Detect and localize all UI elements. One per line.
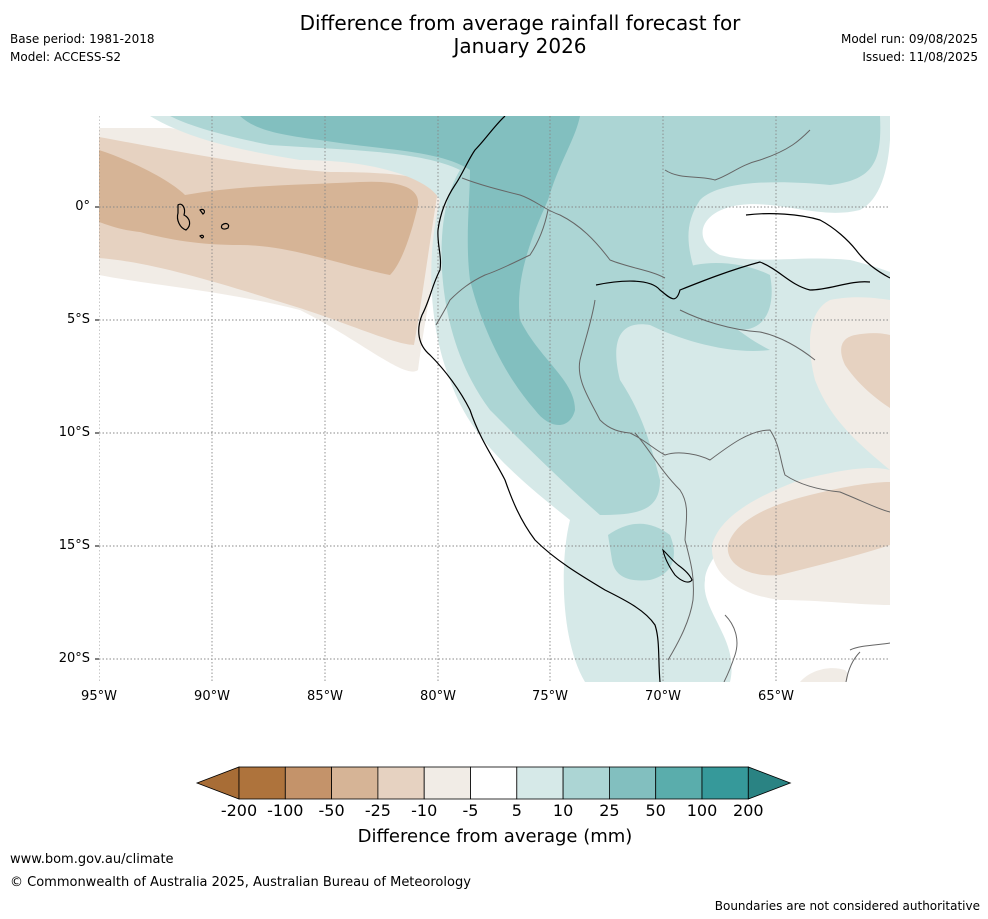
galapagos-islands — [176, 203, 230, 239]
country-borders — [435, 129, 890, 682]
lon-label-65w: 65°W — [758, 689, 794, 704]
axis-ticks — [95, 206, 99, 660]
lon-label-85w: 85°W — [307, 689, 343, 704]
chart-title: Difference from average rainfall forecas… — [250, 12, 790, 58]
meta-right: Model run: 09/08/2025 Issued: 11/08/2025 — [841, 30, 978, 66]
footer-disclaimer: Boundaries are not considered authoritat… — [714, 899, 980, 913]
colorbar-cell — [562, 766, 610, 800]
colorbar-cell — [377, 766, 425, 800]
wet-anomaly-mid-east — [680, 263, 772, 330]
colorbar-tick-label: 100 — [686, 801, 718, 820]
base-period-text: Base period: 1981-2018 — [10, 32, 155, 46]
colorbar-tick-label: 25 — [599, 801, 620, 820]
lon-label-75w: 75°W — [532, 689, 568, 704]
colorbar-tick-label: 5 — [511, 801, 522, 820]
lat-label-0: 0° — [75, 199, 90, 214]
colorbar-cells — [195, 766, 792, 800]
wet-anomaly-south — [608, 523, 674, 581]
colorbar-tick-label: 50 — [645, 801, 666, 820]
colorbar-tick-label: -50 — [318, 801, 345, 820]
colorbar-tick-label: -10 — [411, 801, 438, 820]
lat-label-5s: 5°S — [66, 312, 90, 327]
lon-label-70w: 70°W — [645, 689, 681, 704]
colorbar-cell — [423, 766, 471, 800]
colorbar-cell — [701, 766, 749, 800]
colorbar-cell — [609, 766, 657, 800]
lat-label-20s: 20°S — [58, 651, 90, 666]
lake-titicaca — [662, 548, 693, 583]
model-text: Model: ACCESS-S2 — [10, 50, 122, 64]
land-dry-anomaly-inner — [727, 482, 890, 576]
lat-label-10s: 10°S — [58, 425, 90, 440]
colorbar-tick-label: -5 — [462, 801, 479, 820]
colorbar-cell — [331, 766, 379, 800]
graticule — [99, 116, 890, 682]
colorbar-cell — [655, 766, 703, 800]
footer-copyright: © Commonwealth of Australia 2025, Austra… — [10, 875, 471, 890]
model-run-text: Model run: 09/08/2025 — [840, 32, 978, 46]
far-south-dry-anomaly — [800, 668, 849, 682]
footer-url: www.bom.gov.au/climate — [10, 852, 174, 867]
lat-label-15s: 15°S — [58, 538, 90, 553]
issued-text: Issued: 11/08/2025 — [862, 50, 978, 64]
colorbar-cell — [238, 766, 286, 800]
colorbar-cell — [284, 766, 332, 800]
title-line-2: January 2026 — [453, 34, 587, 58]
east-dry-anomaly-inner — [841, 333, 890, 408]
colorbar-arrow-high — [747, 766, 792, 800]
colorbar-tick-label: 200 — [733, 801, 764, 820]
amazon-coast — [595, 213, 890, 300]
colorbar-tick-label: -200 — [220, 801, 258, 820]
colorbar-tick-label: -100 — [267, 801, 304, 820]
colorbar-tick-label: -25 — [364, 801, 391, 820]
colorbar-tick-label: 10 — [552, 801, 574, 820]
lon-label-80w: 80°W — [420, 689, 456, 704]
colorbar-cell — [470, 766, 518, 800]
colorbar-cell — [516, 766, 564, 800]
coastline — [418, 116, 661, 682]
meta-left: Base period: 1981-2018 Model: ACCESS-S2 — [10, 30, 155, 66]
map-field — [99, 116, 890, 682]
lon-label-95w: 95°W — [81, 689, 117, 704]
wet-anomaly-strong — [240, 116, 580, 425]
ocean-dry-anomaly-inner — [99, 150, 419, 275]
title-line-1: Difference from average rainfall forecas… — [299, 11, 741, 35]
colorbar-title: Difference from average (mm) — [357, 826, 633, 847]
colorbar-arrow-low — [195, 766, 240, 800]
wet-anomaly-mid — [170, 116, 881, 515]
lon-label-90w: 90°W — [194, 689, 230, 704]
